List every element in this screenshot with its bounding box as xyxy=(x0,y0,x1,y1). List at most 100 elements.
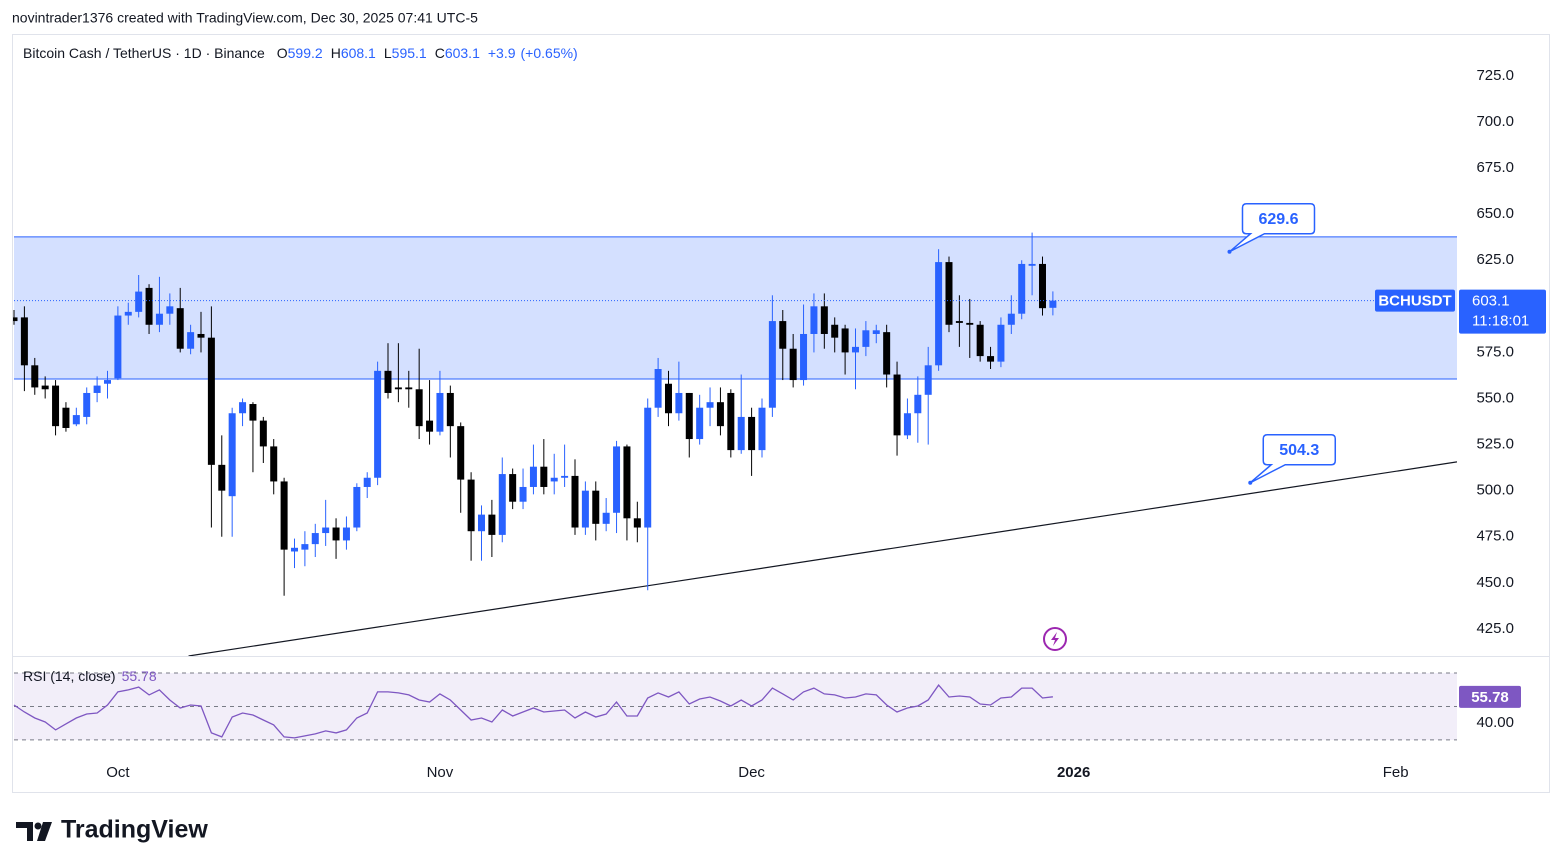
rsi-label: RSI (14, close) 55.78 xyxy=(23,668,157,684)
candle-body xyxy=(696,407,704,440)
candle-body xyxy=(955,321,963,323)
ohlc-label: L xyxy=(384,45,392,61)
callout-box xyxy=(1249,433,1337,484)
candle-body xyxy=(72,415,80,425)
candle-body xyxy=(13,317,18,322)
candle-body xyxy=(259,420,267,447)
candle-body xyxy=(529,466,537,487)
candle-body xyxy=(1049,300,1057,308)
candle-body xyxy=(550,477,558,482)
candle-body xyxy=(872,330,880,334)
rsi-line xyxy=(13,684,1053,739)
candle-body xyxy=(1028,263,1036,266)
candle-body xyxy=(581,490,589,528)
candle-body xyxy=(498,474,506,535)
candle-body xyxy=(145,287,153,325)
candle-body xyxy=(820,306,828,334)
candle-body xyxy=(52,385,60,427)
y-tick-label: 525.0 xyxy=(1476,436,1514,453)
candle-body xyxy=(1007,313,1015,325)
candle-body xyxy=(228,413,236,497)
rsi-pane xyxy=(13,672,1457,741)
x-tick-label: Oct xyxy=(106,764,130,781)
change-pct: (+0.65%) xyxy=(521,45,578,61)
candle-body xyxy=(239,402,247,414)
candle-body xyxy=(218,464,226,491)
ohlc-label: C xyxy=(435,45,445,61)
rsi-tick-label: 40.00 xyxy=(1476,714,1514,731)
y-tick-label: 625.0 xyxy=(1476,251,1514,268)
candle-body xyxy=(353,486,361,528)
candle-body xyxy=(727,392,735,451)
candle-body xyxy=(446,392,454,427)
ohlc-value: 595.1 xyxy=(392,45,427,61)
y-tick-label: 450.0 xyxy=(1476,574,1514,591)
candle-body xyxy=(93,385,101,393)
y-tick-label: 550.0 xyxy=(1476,389,1514,406)
y-tick-label: 675.0 xyxy=(1476,159,1514,176)
rsi-badge-label: 55.78 xyxy=(1471,689,1509,706)
candle-body xyxy=(394,387,402,390)
attribution: novintrader1376 created with TradingView… xyxy=(12,10,478,26)
ohlc-label: O xyxy=(277,45,288,61)
candle-body xyxy=(644,407,652,528)
candle-body xyxy=(613,446,621,513)
alert-icon xyxy=(1043,627,1067,651)
candle-body xyxy=(31,365,39,388)
x-tick-label: Feb xyxy=(1383,764,1409,781)
trend-line xyxy=(188,461,1457,656)
candle-body xyxy=(716,402,724,427)
range-zone xyxy=(14,236,1457,379)
price-pane xyxy=(13,232,1457,656)
y-tick-label: 700.0 xyxy=(1476,113,1514,130)
candle-body xyxy=(457,426,465,480)
candle-body xyxy=(737,416,745,451)
candle-body xyxy=(415,389,423,427)
candle-body xyxy=(405,387,413,390)
candle-body xyxy=(83,392,91,417)
candle-body xyxy=(124,311,132,316)
frame xyxy=(12,34,1550,793)
candle-body xyxy=(914,394,922,414)
candle-body xyxy=(187,332,195,349)
candle-body xyxy=(384,370,392,393)
candle-body xyxy=(249,404,257,421)
candle-body xyxy=(176,308,184,349)
candle-body xyxy=(800,333,808,381)
candle-body xyxy=(41,385,49,390)
candle-body xyxy=(748,416,756,451)
y-tick-label: 725.0 xyxy=(1476,67,1514,84)
callout-label: 629.6 xyxy=(1258,211,1298,228)
candle-body xyxy=(561,475,569,478)
ohlc-value: 608.1 xyxy=(341,45,376,61)
y-tick-label: 575.0 xyxy=(1476,343,1514,360)
candle-body xyxy=(685,392,693,440)
candle-body xyxy=(779,321,787,349)
callout-box xyxy=(1229,203,1316,253)
candle-body xyxy=(966,322,974,325)
y-tick-label: 500.0 xyxy=(1476,482,1514,499)
candle-body xyxy=(623,446,631,519)
candle-body xyxy=(135,291,143,312)
candle-body xyxy=(924,365,932,395)
x-tick-label: Nov xyxy=(427,764,454,781)
x-tick-label: 2026 xyxy=(1057,764,1090,781)
candle-body xyxy=(374,370,382,478)
candle-body xyxy=(654,369,662,408)
candle-body xyxy=(426,420,434,432)
candle-body xyxy=(571,475,579,528)
candle-body xyxy=(166,306,174,314)
candle-body xyxy=(831,324,839,338)
legend: Bitcoin Cash / TetherUS · 1D · Binance O 5… xyxy=(23,45,578,61)
candle-body xyxy=(322,527,330,534)
symbol-title: Bitcoin Cash / TetherUS · 1D · Binance xyxy=(23,45,265,61)
candle-body xyxy=(436,392,444,432)
candle-body xyxy=(477,514,485,532)
candle-body xyxy=(664,383,672,414)
candle-body xyxy=(332,527,340,541)
candle-body xyxy=(207,337,215,465)
candle-body xyxy=(1018,263,1026,314)
candle-body xyxy=(810,306,818,334)
candle-body xyxy=(342,527,350,541)
